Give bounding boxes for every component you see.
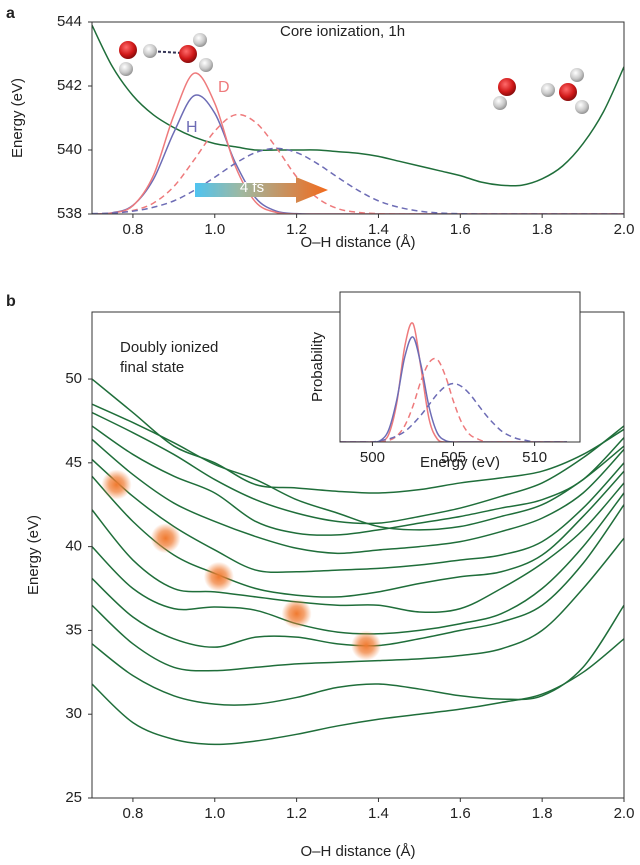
y-tick-label: 30	[65, 705, 82, 722]
y-axis-label: Energy (eV)	[9, 78, 26, 158]
annotation: Core ionization, 1h	[280, 23, 405, 40]
atom	[119, 41, 137, 59]
panel-label: a	[6, 5, 15, 22]
x-tick-label: 1.6	[450, 805, 471, 822]
x-tick-label: 505	[441, 449, 466, 466]
line-series	[340, 382, 568, 442]
chart: 0.8 1.0 1.2 1.4 1.6 1.8 2.0 25 30 35 40 45 50 O–H dis…	[25, 311, 635, 860]
x-tick-label: 1.0	[204, 221, 225, 238]
highlight-marker	[351, 630, 382, 661]
x-tick-label: 1.4	[368, 221, 389, 238]
atom	[119, 62, 133, 76]
y-tick-label: 25	[65, 789, 82, 806]
line-series	[92, 72, 624, 214]
plots: 0.8 1.0 1.2 1.4 1.6 1.8 2.0 538 540 542 544 O–H dis…	[9, 13, 634, 860]
annotation: Doubly ionized	[120, 339, 218, 356]
line-series	[92, 113, 624, 214]
x-axis-label: O–H distance (Å)	[300, 234, 415, 251]
axis-frame	[91, 21, 625, 215]
atom	[143, 44, 157, 58]
line-series	[92, 492, 624, 635]
atom	[199, 58, 213, 72]
atom	[541, 83, 555, 97]
y-tick-label: 542	[57, 77, 82, 94]
series-group	[92, 378, 624, 746]
y-tick-label: 540	[57, 141, 82, 158]
line-series	[92, 378, 624, 494]
line-series	[92, 458, 624, 574]
series-group	[92, 24, 624, 214]
panel-label: b	[6, 293, 16, 310]
molecules	[119, 33, 589, 114]
y-tick-label: 45	[65, 454, 82, 471]
line-series	[92, 94, 624, 214]
atom	[575, 100, 589, 114]
highlight-marker	[203, 561, 234, 592]
highlight-marker	[101, 469, 132, 500]
x-tick-label: 510	[522, 449, 547, 466]
x-tick-label: 1.8	[532, 805, 553, 822]
line-series	[92, 638, 624, 746]
line-series	[92, 470, 624, 598]
x-tick-label: 1.4	[368, 805, 389, 822]
line-series	[92, 482, 624, 613]
line-series	[92, 537, 624, 672]
annotation: 4 fs	[240, 179, 264, 196]
annotation: final state	[120, 359, 184, 376]
line-series	[92, 438, 624, 555]
atom	[498, 78, 516, 96]
atom	[559, 83, 577, 101]
x-tick-label: 2.0	[614, 805, 635, 822]
annotation: D	[218, 79, 230, 96]
line-series	[92, 604, 624, 706]
y-tick-label: 35	[65, 621, 82, 638]
atom	[179, 45, 197, 63]
x-tick-label: 1.2	[286, 805, 307, 822]
y-tick-label: 538	[57, 205, 82, 222]
x-axis-label: O–H distance (Å)	[300, 843, 415, 860]
x-tick-label: 1.0	[204, 805, 225, 822]
line-series	[92, 147, 624, 214]
time-arrow	[195, 177, 328, 203]
atom	[193, 33, 207, 47]
plot-area	[340, 292, 580, 442]
highlight-marker	[150, 523, 181, 554]
atom	[493, 96, 507, 110]
line-series	[92, 425, 624, 536]
highlight-marker	[281, 598, 312, 629]
line-series	[92, 24, 624, 187]
x-axis-label: Energy (eV)	[420, 454, 500, 471]
chart: 0.8 1.0 1.2 1.4 1.6 1.8 2.0 538 540 542 544 O–H dis…	[9, 13, 634, 251]
y-tick-label: 40	[65, 538, 82, 555]
y-axis-label: Energy (eV)	[25, 515, 42, 595]
annotation: H	[186, 119, 198, 136]
x-tick-label: 2.0	[614, 221, 635, 238]
chart: 500 505 510 Energy (eV) Probability	[309, 291, 581, 471]
x-tick-label: 0.8	[122, 805, 143, 822]
x-tick-label: 0.8	[122, 221, 143, 238]
line-series	[340, 357, 568, 442]
atom	[570, 68, 584, 82]
line-series	[92, 403, 624, 531]
axis-frame	[339, 291, 581, 443]
y-tick-label: 50	[65, 370, 82, 387]
x-tick-label: 1.8	[532, 221, 553, 238]
plot-area	[92, 22, 624, 214]
x-tick-label: 1.2	[286, 221, 307, 238]
line-series	[92, 411, 624, 525]
y-axis-label: Probability	[309, 331, 326, 402]
x-tick-label: 500	[360, 449, 385, 466]
x-tick-label: 1.6	[450, 221, 471, 238]
y-tick-label: 544	[57, 13, 82, 30]
